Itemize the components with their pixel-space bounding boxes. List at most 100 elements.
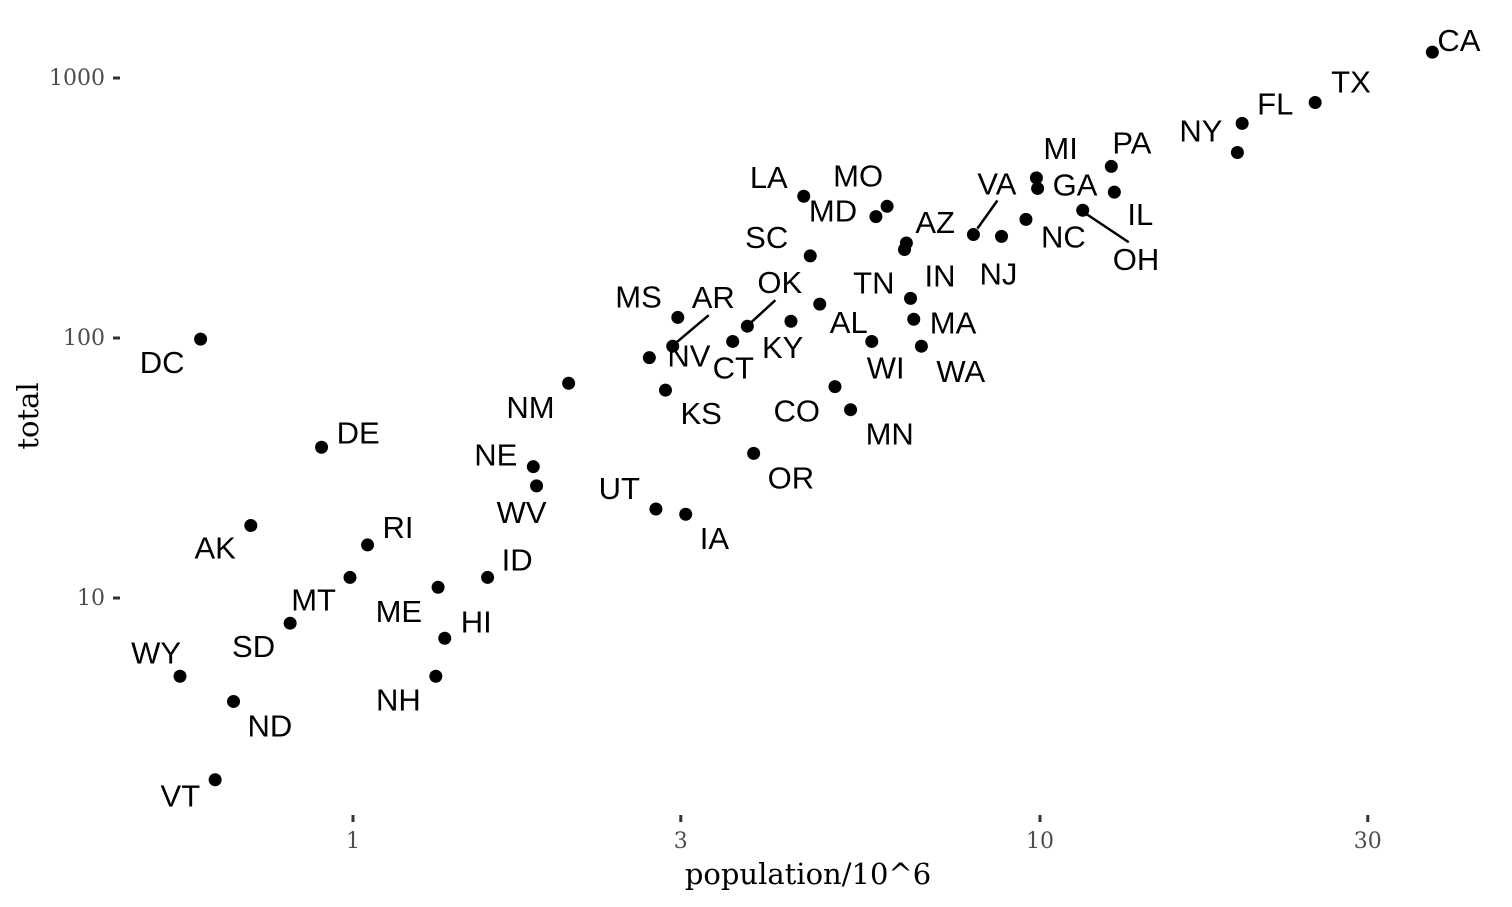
- point-label-in: IN: [925, 258, 956, 293]
- x-axis-title: population/10^6: [685, 857, 931, 891]
- leader-line-oh: [1086, 213, 1130, 244]
- point-wv: [530, 479, 544, 493]
- y-axis-title: total: [11, 382, 45, 449]
- point-nd: [227, 694, 241, 708]
- point-label-ar: AR: [692, 280, 735, 315]
- point-ri: [361, 538, 375, 552]
- point-nh: [429, 669, 443, 683]
- point-label-wy: WY: [131, 635, 181, 670]
- x-tick-label: 3: [674, 829, 688, 854]
- point-label-ut: UT: [599, 471, 640, 506]
- point-label-nh: NH: [376, 682, 421, 717]
- point-wy: [173, 669, 187, 683]
- point-md: [869, 210, 883, 224]
- point-nc: [1019, 212, 1033, 226]
- point-label-mi: MI: [1043, 131, 1077, 166]
- point-label-sd: SD: [232, 629, 275, 664]
- y-tick-label: 10: [77, 586, 105, 611]
- point-ks: [658, 383, 672, 397]
- point-label-me: ME: [376, 594, 423, 629]
- point-hi: [438, 631, 452, 645]
- point-tx: [1308, 95, 1322, 109]
- point-al: [813, 297, 827, 311]
- point-label-il: IL: [1127, 197, 1153, 232]
- point-sd: [283, 616, 297, 630]
- point-label-ne: NE: [474, 438, 517, 473]
- point-id: [481, 570, 495, 584]
- point-label-fl: FL: [1257, 86, 1293, 121]
- point-nj: [995, 229, 1009, 243]
- point-nv: [642, 351, 656, 365]
- point-vt: [208, 773, 222, 787]
- point-va: [966, 228, 980, 242]
- point-ne: [526, 460, 540, 474]
- label-leader-lines: [675, 199, 1130, 344]
- y-tick-label: 100: [63, 326, 105, 351]
- point-in: [904, 291, 918, 305]
- point-label-ky: KY: [762, 330, 803, 365]
- point-label-tx: TX: [1331, 64, 1371, 99]
- point-la: [797, 189, 811, 203]
- point-mi: [1029, 171, 1043, 185]
- point-label-ma: MA: [930, 305, 977, 340]
- point-label-ca: CA: [1437, 23, 1480, 58]
- point-label-va: VA: [977, 167, 1016, 202]
- point-label-or: OR: [768, 460, 815, 495]
- point-mn: [844, 403, 858, 417]
- point-label-mt: MT: [291, 582, 336, 617]
- point-label-ms: MS: [615, 279, 662, 314]
- leader-line-ok: [750, 299, 777, 324]
- point-label-nm: NM: [506, 390, 554, 425]
- point-label-ok: OK: [757, 265, 802, 300]
- point-mt: [343, 570, 357, 584]
- x-tick-label: 1: [346, 829, 360, 854]
- point-mo: [880, 199, 894, 213]
- point-label-md: MD: [809, 194, 857, 229]
- point-label-oh: OH: [1113, 242, 1160, 277]
- point-il: [1107, 185, 1121, 199]
- point-label-ak: AK: [194, 531, 236, 566]
- point-label-nc: NC: [1041, 219, 1086, 254]
- point-label-ri: RI: [383, 510, 414, 545]
- point-label-mo: MO: [833, 158, 883, 193]
- point-ok: [740, 319, 754, 333]
- point-wi: [865, 334, 879, 348]
- point-label-nj: NJ: [980, 256, 1018, 291]
- point-label-ct: CT: [713, 350, 754, 385]
- point-ct: [726, 334, 740, 348]
- point-label-wa: WA: [936, 354, 985, 389]
- point-co: [828, 380, 842, 394]
- point-label-co: CO: [773, 394, 820, 429]
- point-oh: [1076, 203, 1090, 217]
- point-label-vt: VT: [161, 779, 201, 814]
- point-nm: [562, 376, 576, 390]
- leader-line-ar: [675, 314, 710, 344]
- point-sc: [803, 249, 817, 263]
- point-or: [747, 446, 761, 460]
- point-label-tn: TN: [853, 265, 894, 300]
- point-label-al: AL: [830, 305, 868, 340]
- point-label-id: ID: [502, 542, 533, 577]
- point-ms: [671, 310, 685, 324]
- point-ar: [666, 339, 680, 353]
- point-label-dc: DC: [140, 345, 185, 380]
- point-label-pa: PA: [1112, 125, 1151, 160]
- point-label-de: DE: [337, 415, 380, 450]
- y-tick-label: 1000: [49, 66, 105, 91]
- point-label-ia: IA: [700, 521, 730, 556]
- point-label-wv: WV: [497, 495, 547, 530]
- point-ny: [1230, 145, 1244, 159]
- point-wa: [914, 339, 928, 353]
- point-tn: [898, 242, 912, 256]
- point-ca: [1425, 45, 1439, 59]
- point-ky: [784, 314, 798, 328]
- x-tick-label: 30: [1354, 829, 1382, 854]
- point-de: [315, 440, 329, 454]
- point-label-nd: ND: [248, 708, 293, 743]
- point-ma: [907, 312, 921, 326]
- point-ut: [649, 502, 663, 516]
- y-axis: 10 100 1000: [49, 66, 120, 611]
- leader-line-va: [976, 199, 999, 230]
- point-label-nv: NV: [667, 339, 710, 374]
